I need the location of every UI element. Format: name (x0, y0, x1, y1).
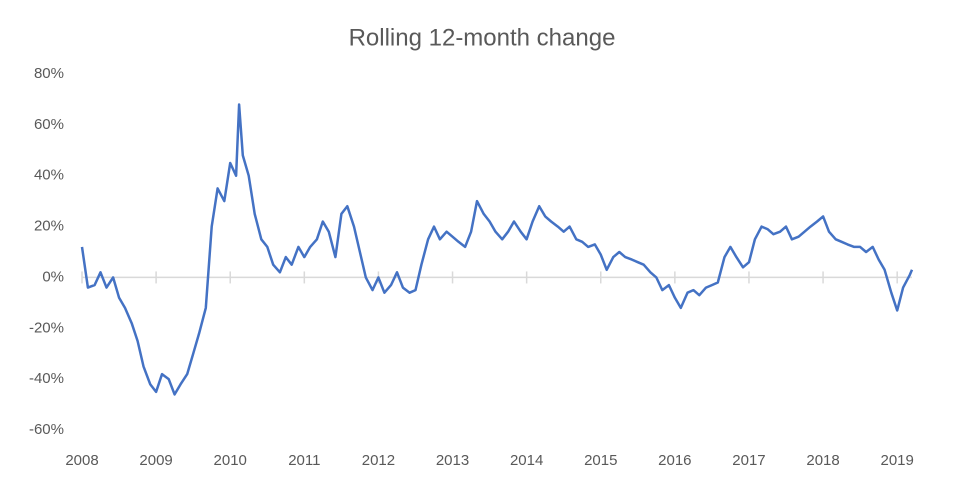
y-tick-label: -20% (29, 319, 64, 336)
y-tick-label: 0% (42, 268, 64, 285)
y-tick-label: 60% (34, 116, 64, 133)
x-tick-label: 2017 (732, 452, 765, 469)
x-tick-label: 2015 (584, 452, 617, 469)
series-line (80, 103, 914, 396)
x-tick-label: 2011 (288, 452, 320, 469)
y-tick-label: 20% (34, 218, 64, 235)
y-tick-label: -40% (29, 370, 64, 387)
x-tick-label: 2019 (880, 452, 913, 469)
y-tick-label: -60% (29, 421, 64, 438)
x-tick-label: 2009 (139, 452, 172, 469)
x-tick-label: 2012 (362, 452, 395, 469)
x-tick-label: 2014 (510, 452, 543, 469)
x-tick-label: 2008 (65, 452, 98, 469)
y-tick-label: 40% (34, 167, 64, 184)
x-tick-label: 2016 (658, 452, 691, 469)
chart-title: Rolling 12-month change (349, 24, 616, 51)
x-tick-label: 2018 (806, 452, 839, 469)
x-tick-label: 2013 (436, 452, 469, 469)
y-tick-label: 80% (34, 65, 64, 82)
x-tick-label: 2010 (214, 452, 247, 469)
